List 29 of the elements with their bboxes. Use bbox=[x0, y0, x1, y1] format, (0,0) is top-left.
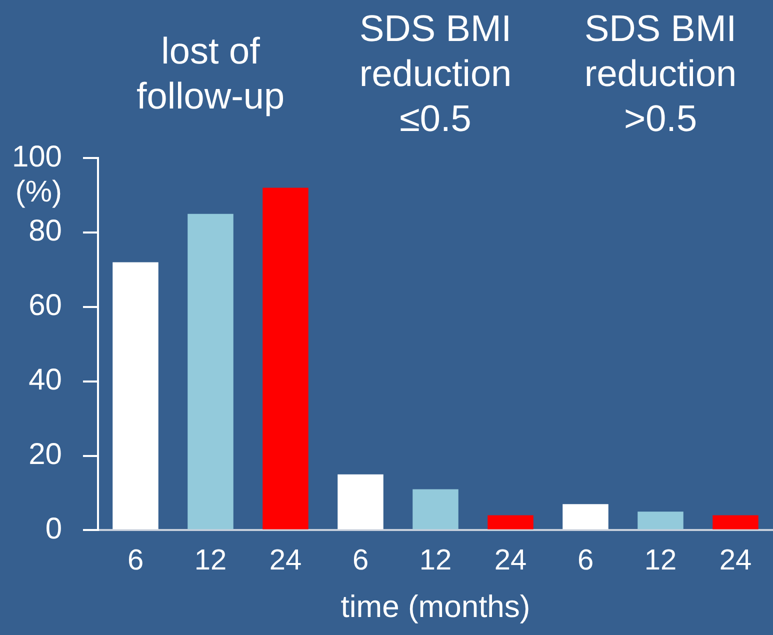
x-tick-label: 6 bbox=[352, 544, 369, 577]
x-tick-label: 12 bbox=[194, 544, 227, 577]
y-tick-label: 100 bbox=[12, 140, 62, 174]
bar bbox=[338, 474, 384, 530]
bar bbox=[188, 214, 234, 530]
text: lost of follow-up bbox=[136, 30, 285, 117]
x-tick-label: 24 bbox=[494, 544, 527, 577]
bar bbox=[562, 504, 608, 530]
y-tick-label: 80 bbox=[28, 214, 62, 248]
y-tick-label: 40 bbox=[28, 364, 62, 397]
text: SDS BMI reduction ≤0.5 bbox=[359, 8, 512, 140]
bar bbox=[262, 188, 308, 530]
bar bbox=[712, 515, 758, 530]
y-axis-title: (%) bbox=[15, 175, 62, 208]
x-tick-label: 12 bbox=[644, 544, 677, 577]
y-tick-label: 20 bbox=[28, 438, 62, 472]
x-tick-label: 6 bbox=[577, 544, 594, 577]
x-tick-label: 12 bbox=[419, 544, 452, 577]
y-tick-label: 60 bbox=[28, 289, 62, 322]
x-axis-title: time (months) bbox=[340, 589, 530, 624]
y-tick-label: 0 bbox=[45, 512, 62, 546]
bar bbox=[412, 489, 458, 530]
x-tick-label: 6 bbox=[127, 544, 144, 577]
x-tick-label: 24 bbox=[719, 544, 752, 577]
x-tick-label: 24 bbox=[269, 544, 302, 577]
bar bbox=[638, 512, 684, 530]
bar bbox=[112, 262, 158, 530]
bar bbox=[488, 515, 534, 530]
text: SDS BMI reduction >0.5 bbox=[584, 8, 737, 140]
